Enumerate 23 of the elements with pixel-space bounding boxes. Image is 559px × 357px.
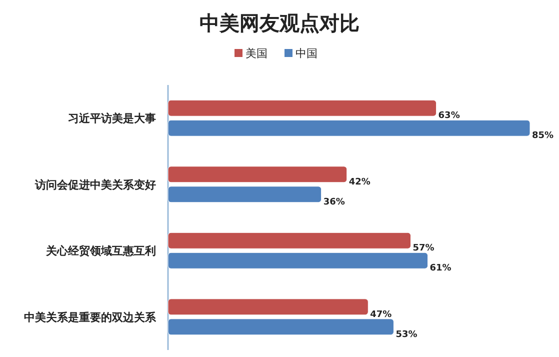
chart-title: 中美网友观点对比 [200, 11, 360, 35]
bar [168, 298, 368, 316]
data-label: 53% [396, 330, 418, 340]
legend-label: 美国 [246, 47, 268, 60]
data-label: 47% [370, 310, 392, 320]
y-tick-label: 中美关系是重要的双边关系 [24, 310, 157, 324]
bar [168, 100, 437, 116]
bar [168, 232, 412, 249]
bar [168, 252, 428, 269]
bar [168, 318, 394, 336]
data-label: 57% [412, 244, 434, 254]
data-label: 36% [323, 197, 345, 208]
bar [168, 186, 322, 203]
y-tick-label: 关心经贸领域互惠互利 [45, 244, 156, 258]
data-label: 42% [348, 177, 370, 188]
bar [168, 120, 530, 136]
data-label: 61% [430, 264, 452, 274]
data-label: 85% [532, 131, 554, 142]
bar [168, 166, 348, 183]
y-tick-label: 习近平访美是大事 [68, 112, 156, 126]
data-label: 63% [438, 111, 460, 122]
legend-label: 中国 [296, 47, 318, 60]
y-tick-label: 访问会促进中美关系变好 [34, 178, 156, 192]
